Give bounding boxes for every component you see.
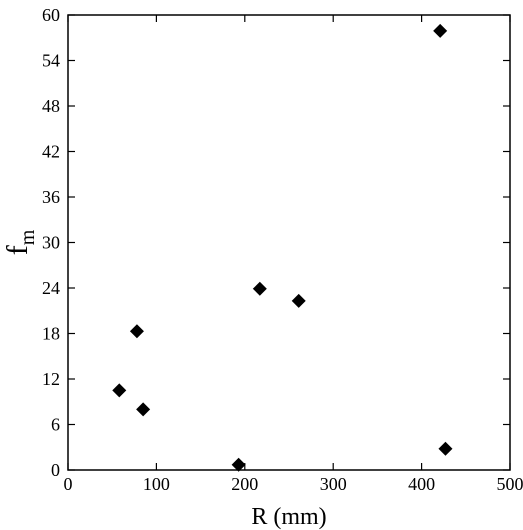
x-tick-label: 200: [231, 474, 258, 494]
data-point-marker: [129, 324, 144, 339]
y-axis-title-subscript: m: [17, 229, 39, 245]
y-tick-label: 42: [42, 142, 60, 162]
y-tick-label: 36: [42, 187, 60, 207]
y-tick-label: 48: [42, 96, 60, 116]
x-tick-label: 500: [497, 474, 523, 494]
y-tick-label: 6: [51, 415, 60, 435]
data-point-marker: [291, 293, 306, 308]
x-tick-label: 400: [408, 474, 435, 494]
y-axis-title: fm: [1, 229, 39, 255]
y-tick-label: 54: [42, 51, 60, 71]
y-tick-label: 12: [42, 369, 60, 389]
x-axis: 0 100 200 300 400 500: [64, 15, 523, 494]
data-point-marker: [112, 383, 127, 398]
plot-area: [67, 14, 511, 471]
y-tick-label: 30: [42, 233, 60, 253]
y-axis-title-main: f: [1, 245, 34, 255]
x-axis-title: R (mm): [251, 504, 326, 530]
data-point-marker: [231, 457, 246, 472]
data-point-marker: [252, 281, 267, 296]
x-tick-label: 100: [143, 474, 170, 494]
y-tick-label: 24: [42, 278, 60, 298]
x-tick-label: 300: [320, 474, 347, 494]
data-point-marker: [438, 441, 453, 456]
data-point-marker: [136, 402, 151, 417]
y-tick-label: 0: [51, 460, 60, 480]
x-tick-label: 0: [64, 474, 73, 494]
y-tick-label: 60: [42, 5, 60, 25]
y-axis: 0 6 12 18 24 30 36 42 48 54 60: [42, 5, 510, 480]
y-tick-label: 18: [42, 324, 60, 344]
data-point-marker: [433, 23, 448, 38]
data-points: [112, 23, 453, 472]
